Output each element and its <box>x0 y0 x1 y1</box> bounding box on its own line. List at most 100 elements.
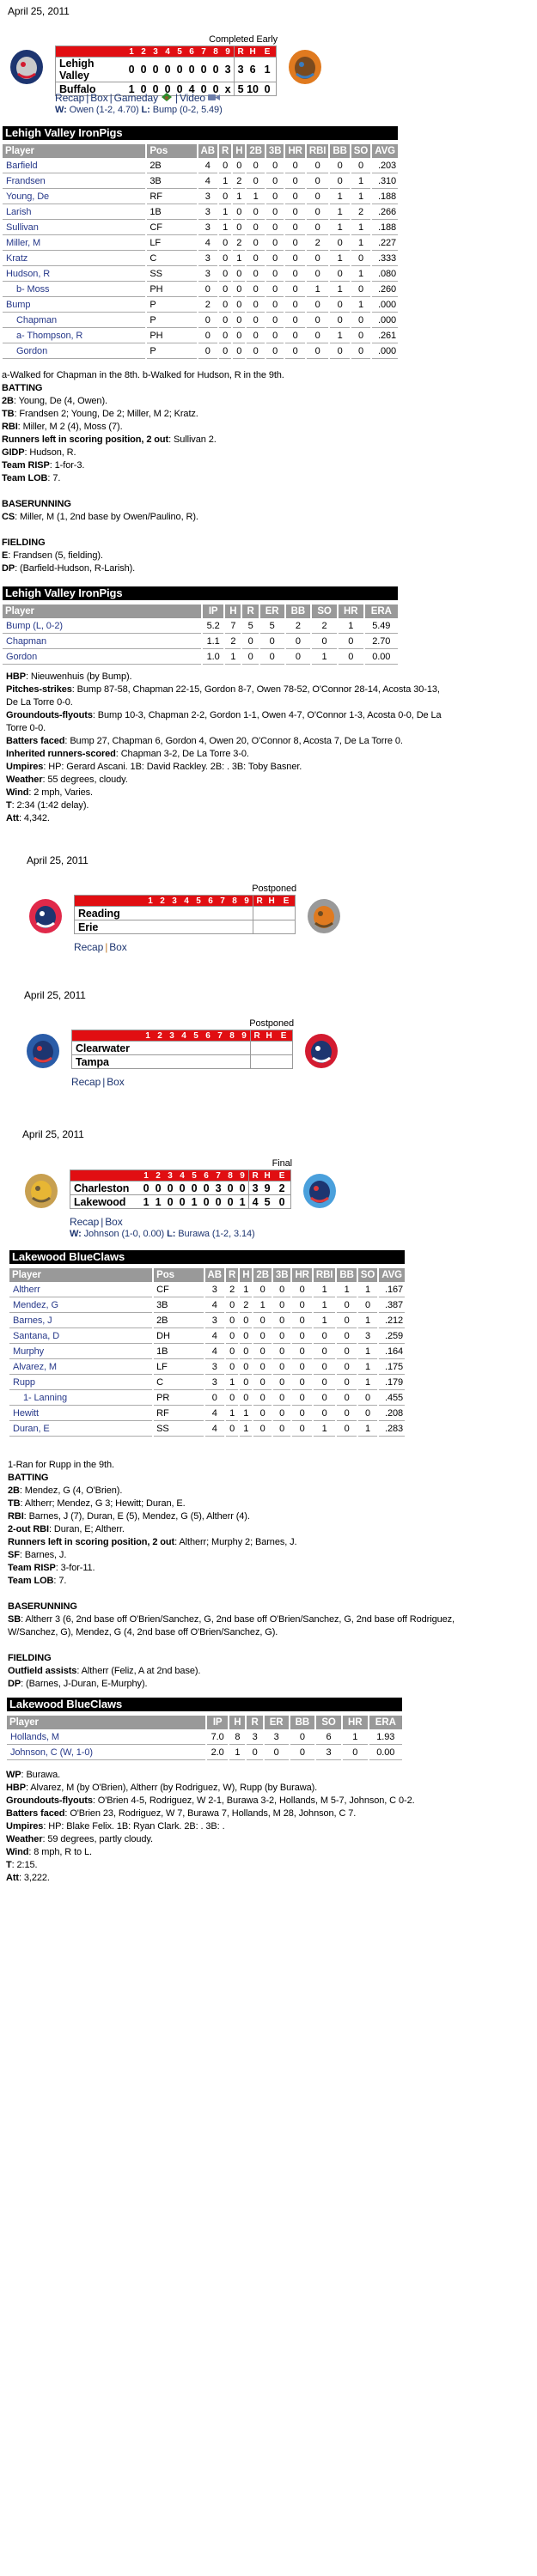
stat-2b: 0 <box>253 1328 272 1344</box>
pitching-box-lakewood: Lakewood BlueClaws Player IP H R ER BB SO HR ERA H… <box>7 1698 402 1760</box>
player-link[interactable]: Barfield <box>3 158 146 173</box>
player-link[interactable]: Mendez, G <box>9 1297 153 1313</box>
player-link[interactable]: Chapman <box>3 313 146 328</box>
note-label: Weather <box>6 775 43 785</box>
linescore-row-away: Reading <box>74 906 296 920</box>
player-link[interactable]: Bump <box>3 297 146 313</box>
stat-hr: 0 <box>292 1328 312 1344</box>
stat-2b: 0 <box>247 343 265 359</box>
column-header-player: Player <box>3 144 146 158</box>
inning-score: 0 <box>174 57 186 82</box>
lakewood-logo <box>301 1172 339 1210</box>
box-link[interactable]: Box <box>107 1076 125 1088</box>
player-link[interactable]: b- Moss <box>3 282 146 297</box>
recap-link[interactable]: Recap <box>55 92 85 104</box>
player-link[interactable]: Gordon <box>3 343 146 359</box>
inning-score <box>178 1054 190 1069</box>
column-header-er: ER <box>259 605 284 618</box>
column-header-player: Player <box>3 605 201 618</box>
note-line: DP: (Barnes, J-Duran, E-Murphy). <box>8 1678 455 1691</box>
player-link[interactable]: Young, De <box>3 189 146 204</box>
total-r <box>250 1041 263 1055</box>
player-link[interactable]: Murphy <box>9 1344 153 1359</box>
stat-h: 1 <box>240 1282 253 1297</box>
stat-2b: 0 <box>253 1313 272 1328</box>
team-name-bar: Lakewood BlueClaws <box>9 1250 405 1264</box>
player-link[interactable]: Gordon <box>3 649 201 665</box>
stat-so: 0 <box>357 1406 378 1421</box>
table-row: Chapman 1.1 2 0 0 0 0 0 2.70 <box>3 634 398 649</box>
team-name[interactable]: Reading <box>74 906 144 920</box>
note-text: : 7. <box>47 473 61 483</box>
stat-ip: 1.1 <box>203 634 224 649</box>
stat-avg: .387 <box>379 1297 405 1313</box>
player-link[interactable]: 1- Lanning <box>9 1390 153 1406</box>
note-label: T <box>6 1860 12 1870</box>
team-name[interactable]: Clearwater <box>71 1041 142 1055</box>
recap-link[interactable]: Recap <box>71 1076 101 1088</box>
player-link[interactable]: Hollands, M <box>7 1729 205 1745</box>
column-header-r: R <box>225 1268 239 1282</box>
stat-avg: .188 <box>372 189 398 204</box>
team-name[interactable]: Charleston <box>70 1181 140 1195</box>
stat-3b: 0 <box>272 1375 291 1390</box>
player-link[interactable]: Sullivan <box>3 220 146 235</box>
stat-so: 6 <box>316 1729 341 1745</box>
player-link[interactable]: Santana, D <box>9 1328 153 1344</box>
player-link[interactable]: Larish <box>3 204 146 220</box>
player-link[interactable]: Johnson, C (W, 1-0) <box>7 1745 205 1760</box>
stat-hr: 0 <box>285 328 305 343</box>
video-link[interactable]: Video <box>180 92 205 104</box>
player-link[interactable]: Hudson, R <box>3 266 146 282</box>
team-name[interactable]: Lehigh Valley <box>55 57 125 82</box>
inning-score <box>142 1054 154 1069</box>
stat-2b: 0 <box>247 266 265 282</box>
note-line: SF: Barnes, J. <box>8 1549 455 1562</box>
player-link[interactable]: Duran, E <box>9 1421 153 1437</box>
box-link[interactable]: Box <box>90 92 108 104</box>
player-link[interactable]: Kratz <box>3 251 146 266</box>
column-header-er: ER <box>264 1716 289 1729</box>
team-name[interactable]: Tampa <box>71 1054 142 1069</box>
gameday-diamond-icon[interactable] <box>158 92 174 104</box>
stat-r: 1 <box>218 173 232 189</box>
stat-bb: 1 <box>330 220 350 235</box>
player-link[interactable]: Hewitt <box>9 1406 153 1421</box>
player-link[interactable]: Miller, M <box>3 235 146 251</box>
player-link[interactable]: Frandsen <box>3 173 146 189</box>
stat-rbi: 0 <box>313 1328 336 1344</box>
box-link[interactable]: Box <box>109 941 127 953</box>
team-name[interactable]: Buffalo <box>55 82 125 96</box>
note-line: HBP: Alvarez, M (by O'Brien), Altherr (b… <box>6 1782 453 1795</box>
stat-hr: 0 <box>292 1344 312 1359</box>
player-link[interactable]: a- Thompson, R <box>3 328 146 343</box>
stat-so: 1 <box>351 189 371 204</box>
stat-avg: .188 <box>372 220 398 235</box>
note-label: RBI <box>2 422 18 432</box>
player-link[interactable]: Chapman <box>3 634 201 649</box>
column-header-2b: 2B <box>247 144 265 158</box>
stat-bb: 0 <box>337 1313 357 1328</box>
column-header-pos: Pos <box>154 1268 204 1282</box>
inning-header: 3 <box>164 1170 176 1182</box>
player-link[interactable]: Alvarez, M <box>9 1359 153 1375</box>
player-link[interactable]: Rupp <box>9 1375 153 1390</box>
box-link[interactable]: Box <box>105 1216 123 1228</box>
team-name[interactable]: Erie <box>74 920 144 934</box>
video-camera-icon[interactable] <box>205 92 220 104</box>
team-name[interactable]: Lakewood <box>70 1194 140 1209</box>
player-link[interactable]: Bump (L, 0-2) <box>3 618 201 634</box>
stat-3b: 0 <box>265 266 284 282</box>
player-link[interactable]: Altherr <box>9 1282 153 1297</box>
stat-3b: 0 <box>265 158 284 173</box>
player-link[interactable]: Barnes, J <box>9 1313 153 1328</box>
note-line: 2B: Mendez, G (4, O'Brien). <box>8 1485 455 1498</box>
column-header-so: SO <box>357 1268 378 1282</box>
recap-link[interactable]: Recap <box>70 1216 100 1228</box>
position: 2B <box>147 158 197 173</box>
total-h <box>263 1041 275 1055</box>
recap-link[interactable]: Recap <box>74 941 104 953</box>
stat-hr: 0 <box>285 313 305 328</box>
gameday-link[interactable]: Gameday <box>113 92 158 104</box>
note-text: : 4,342. <box>18 813 50 823</box>
